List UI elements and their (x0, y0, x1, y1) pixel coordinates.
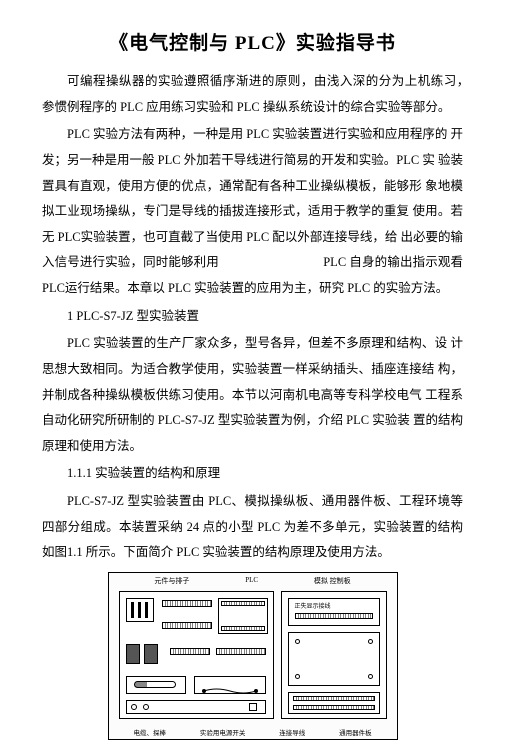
label-bottom-1: 电缆、探棒 (133, 727, 166, 737)
paragraph-intro-2: PLC 实验方法有两种，一种是用 PLC 实验装置进行实验和应用程序的 开发；另… (42, 122, 463, 301)
label-bottom-2: 实验用电源开关 (200, 727, 246, 737)
label-bottom-4: 通用器件板 (339, 727, 372, 737)
power-switch-box (126, 700, 266, 714)
sim-control-board (288, 632, 380, 686)
label-top-3: 模拟 控制板 (314, 576, 351, 586)
section-heading-1: 1 PLC-S7-JZ 型实验装置 (42, 304, 463, 330)
apparatus-diagram: 元件与排子 PLC 模拟 控制板 (108, 572, 398, 740)
terminal-top-1 (162, 600, 212, 607)
paragraph-intro-1: 可编程操纵器的实验遵照循序渐进的原则，由浅入深的分为上机练习， 参惯例程序的 P… (42, 69, 463, 120)
terminal-mid-2 (170, 648, 210, 655)
plc-unit (218, 598, 268, 634)
terminal-mid-1 (162, 622, 212, 629)
display-panel: 正失显示接线 (288, 598, 380, 626)
diagram-bottom-labels: 电缆、探棒 实验用电源开关 连接导线 通用器件板 (109, 727, 397, 737)
label-top-2: PLC (245, 576, 258, 586)
left-panel (119, 591, 274, 719)
diagram-top-labels: 元件与排子 PLC 模拟 控制板 (109, 576, 397, 586)
subsection-heading-1: 1.1.1 实验装置的结构和原理 (42, 461, 463, 487)
switch-2 (144, 644, 158, 664)
paragraph-section-2: PLC-S7-JZ 型实验装置由 PLC、模拟操纵板、通用器件板、工程环境等 四… (42, 489, 463, 566)
terminal-mid-3 (216, 648, 266, 655)
wire-icon-svg (202, 687, 258, 695)
paragraph-section-1: PLC 实验装置的生产厂家众多，型号各异，但差不多原理和结构、设 计思想大致相同… (42, 331, 463, 459)
component-board (288, 692, 380, 714)
breaker-box (126, 598, 154, 622)
label-top-1: 元件与排子 (154, 576, 189, 586)
switch-1 (126, 644, 140, 664)
right-panel: 正失显示接线 (281, 591, 387, 719)
display-label: 正失显示接线 (295, 601, 331, 610)
probe-icon (134, 681, 176, 688)
label-bottom-3: 连接导线 (279, 727, 305, 737)
document-title: 《电气控制与 PLC》实验指导书 (42, 28, 463, 55)
